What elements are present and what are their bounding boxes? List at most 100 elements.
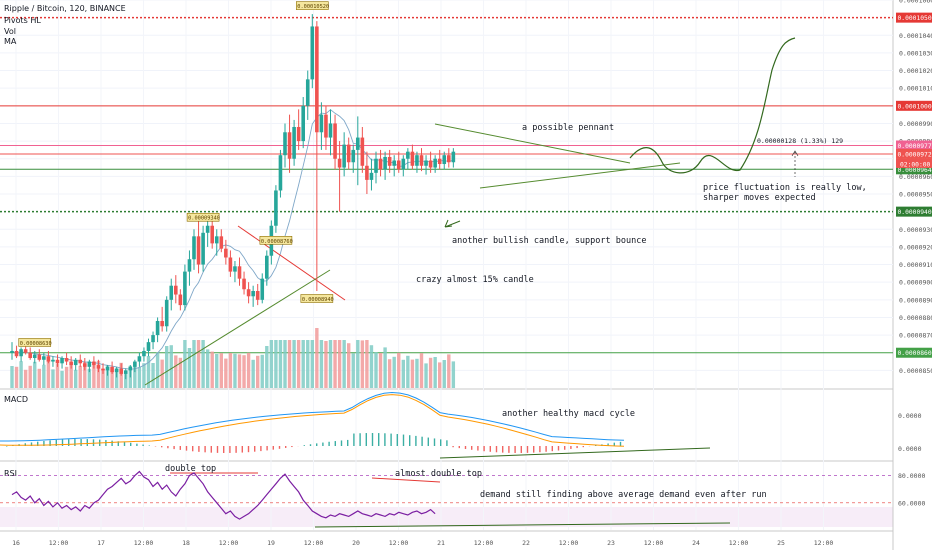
candle-body [28,352,32,359]
candle-body [101,368,105,371]
macd-histogram-bar [260,446,262,452]
axis-layer: 0.00010600 0.00010400 0.00010300 0.00010200… [12,0,932,547]
macd-histogram-bar [508,446,510,453]
macd-histogram-bar [316,443,318,446]
volume-bar [105,365,110,388]
candle-body [365,165,369,180]
macd-histogram-bar [514,446,516,453]
macd-histogram-bar [458,446,460,449]
candle-body [442,155,447,165]
macd-histogram-bar [285,446,287,448]
candle-body [196,236,201,265]
candle-body [183,271,187,306]
macd-histogram-bar [192,446,194,452]
candle-body [374,158,378,173]
annotation-text: another healthy macd cycle [502,409,635,419]
volume-bar [55,363,60,388]
candle-body [228,257,233,272]
candle-body [128,366,133,371]
macd-histogram-bar [495,446,498,453]
grid-layer [0,0,894,550]
annotation-text: almost double top [395,469,482,479]
volume-bar [64,366,69,388]
price-tick-label: 0.00008800 [899,314,932,322]
volume-bar [83,361,87,388]
rsi-band [0,507,893,527]
candle-body [305,79,310,106]
macd-histogram-bar [607,443,609,446]
candle-body [210,225,214,244]
level-badge [896,164,932,175]
volume-bar [374,352,378,388]
volume-bar [292,340,296,388]
volume-bar [133,361,137,388]
level-badge-label: 0.00008600 [898,350,932,357]
time-tick-label: 16 [12,539,20,547]
macd-histogram-bar [216,446,219,453]
macd-histogram-bar [229,446,231,453]
volume-bar [424,363,428,388]
macd-histogram-bar [49,440,51,446]
volume-bar [433,357,437,388]
volume-bar [365,340,369,388]
volume-bar [51,369,55,388]
annotation-text: a possible pennant [522,123,614,133]
volume-bar [69,362,73,388]
candle-body [383,156,387,170]
macd-histogram-bar [384,433,386,446]
volume-bar [256,355,260,388]
rsi-tick-label: 60.0000 [898,499,925,507]
time-tick-label: 18 [182,539,190,547]
level-badge [896,206,932,217]
time-tick-label: 19 [267,539,275,547]
volume-bar [296,340,301,388]
rsi-almost-double-top-line [371,477,441,483]
volume-bar [447,354,451,388]
candle-body [410,151,415,166]
candle-body [37,354,42,360]
macd-histogram-bar [489,446,491,452]
macd-histogram-bar [347,439,349,446]
volume-bar [451,361,456,388]
macd-histogram-bar [254,446,256,452]
volume-bar [378,353,383,388]
macd-histogram-bar [204,446,206,453]
annotation-text: double top [165,464,216,474]
macd-histogram-bar [390,433,392,446]
candle-body [69,361,73,366]
volume-bar [442,360,446,388]
macd-histogram-bar [402,434,405,446]
macd-histogram-bar [30,442,33,446]
volume-bar [137,367,142,388]
candle-body [110,366,114,373]
macd-histogram-bar [526,446,529,453]
volume-bar [251,359,255,388]
time-tick-label: 25 [777,539,785,547]
macd-histogram-bar [148,445,150,446]
macd-histogram-bar [37,441,39,446]
volume-bar [10,366,14,388]
macd-histogram-bar [86,439,88,446]
level-badge [896,12,932,23]
volume-bar [333,340,337,388]
price-tick-label: 0.00010600 [899,0,932,5]
volume-bar [14,366,19,388]
macd-histogram-bar [303,445,305,446]
projection-path [629,37,796,174]
volume-bar [242,355,246,388]
volume-bar [415,358,419,388]
macd-histogram-bar [409,435,411,446]
macd-histogram-bar [291,446,293,448]
macd-histogram-bar [68,439,70,446]
macd-histogram-bar [198,446,200,452]
candle-body [447,155,451,163]
macd-histogram-bar [365,433,367,446]
volume-bar [151,363,155,388]
candle-body [214,236,219,244]
pivot-label: 0.00008760 [261,239,293,245]
candle-body [260,278,265,300]
candle-body [433,158,437,168]
macd-histogram-bar [378,433,380,446]
volume-bar [351,353,355,388]
candle-body [174,285,178,295]
